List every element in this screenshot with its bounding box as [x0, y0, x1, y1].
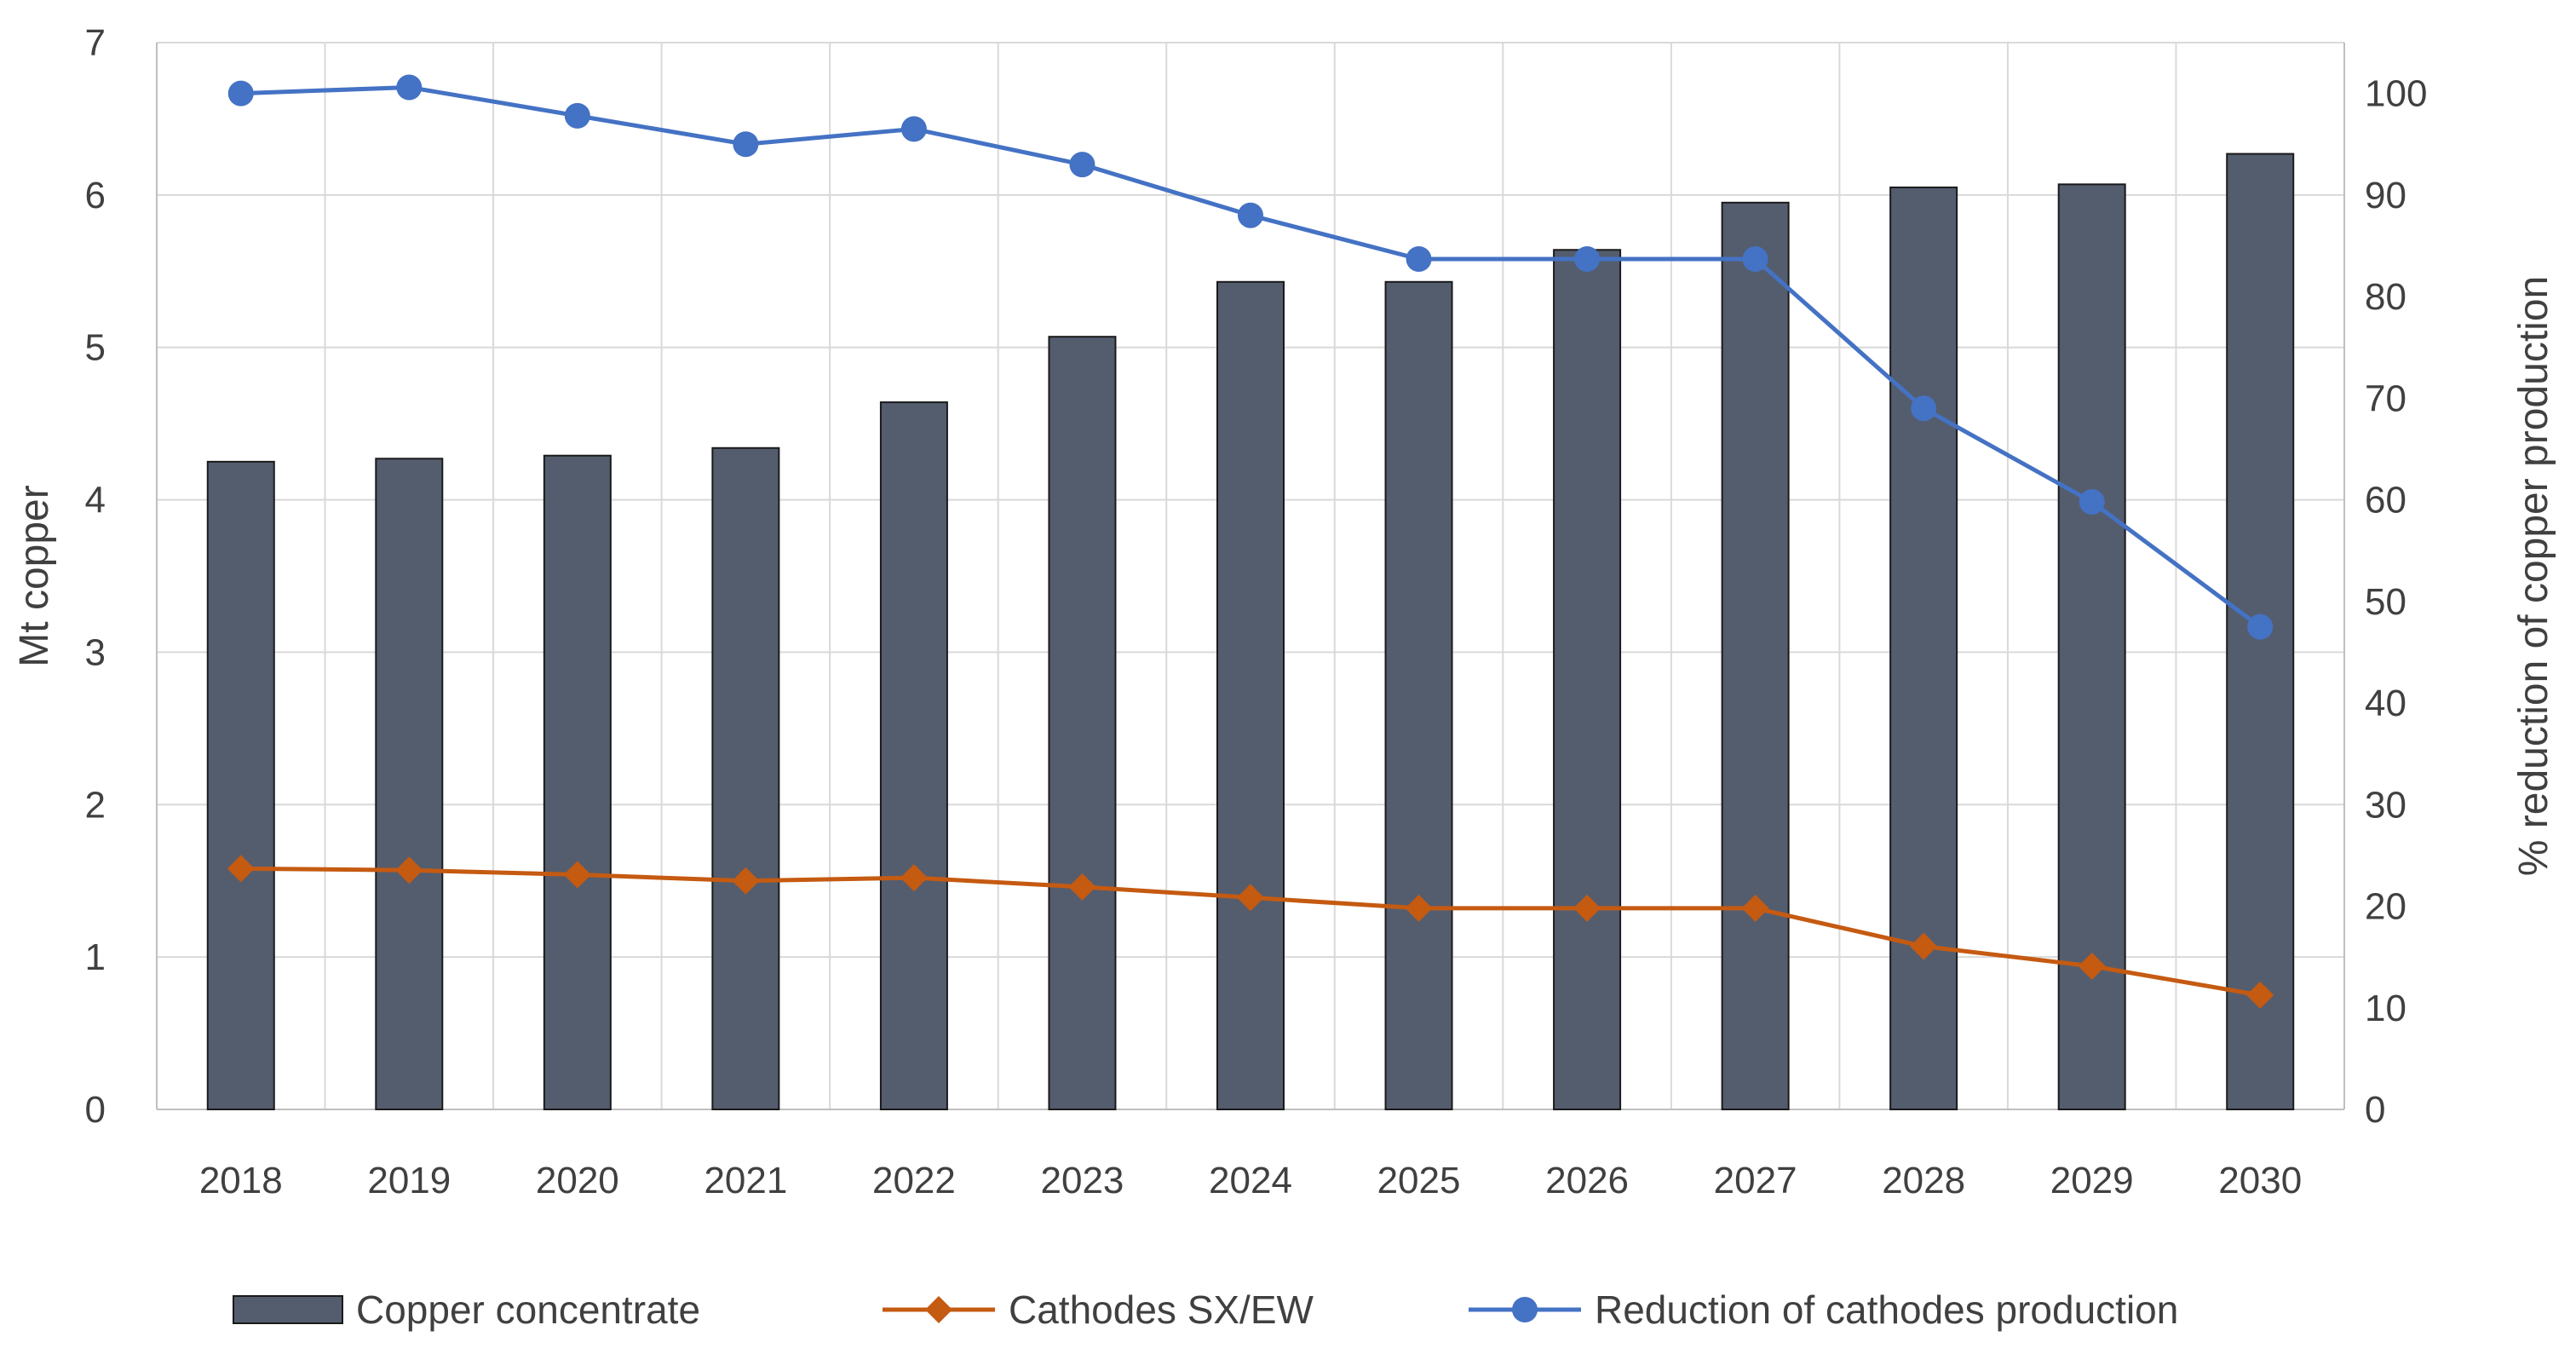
- point-reduction-cathodes: [2079, 488, 2105, 515]
- y-tick-label-left: 4: [85, 480, 106, 521]
- point-reduction-cathodes: [1574, 245, 1601, 272]
- point-reduction-cathodes: [1911, 395, 1937, 422]
- point-cathodes-sxew: [1910, 932, 1938, 960]
- legend-label-copper-concentrate: Copper concentrate: [356, 1288, 700, 1332]
- point-cathodes-sxew: [1405, 894, 1433, 922]
- legend-label-cathodes: Cathodes SX/EW: [1009, 1288, 1314, 1332]
- point-cathodes-sxew: [227, 855, 255, 883]
- y-tick-label-left: 2: [85, 784, 106, 826]
- point-reduction-cathodes: [1742, 245, 1768, 272]
- x-tick-label: 2022: [872, 1160, 956, 1201]
- point-reduction-cathodes: [564, 102, 590, 129]
- y-tick-label-right: 100: [2365, 73, 2427, 115]
- y-tick-label-left: 0: [85, 1089, 106, 1131]
- x-tick-label: 2026: [1545, 1160, 1629, 1201]
- y-tick-label-left: 3: [85, 631, 106, 673]
- point-cathodes-sxew: [1237, 884, 1264, 912]
- x-tick-label: 2025: [1377, 1160, 1461, 1201]
- y-tick-label-right: 70: [2365, 377, 2406, 419]
- y-tick-label-right: 80: [2365, 276, 2406, 318]
- point-cathodes-sxew: [2078, 952, 2106, 980]
- point-cathodes-sxew: [2246, 981, 2274, 1009]
- point-cathodes-sxew: [1741, 894, 1769, 922]
- bar-copper-concentrate: [1216, 280, 1285, 1110]
- legend-label-reduction: Reduction of cathodes production: [1595, 1288, 2178, 1332]
- bar-copper-concentrate: [1384, 280, 1453, 1110]
- point-reduction-cathodes: [1069, 152, 1095, 178]
- bar-copper-concentrate: [543, 454, 612, 1110]
- bar-copper-concentrate: [879, 401, 948, 1110]
- point-reduction-cathodes: [900, 116, 927, 142]
- y-tick-label-right: 90: [2365, 175, 2406, 216]
- point-cathodes-sxew: [1573, 894, 1601, 922]
- point-reduction-cathodes: [2247, 614, 2274, 640]
- y-tick-label-right: 40: [2365, 683, 2406, 724]
- y-tick-label-left: 7: [85, 22, 106, 64]
- bar-copper-concentrate: [711, 446, 780, 1110]
- y-tick-label-right: 20: [2365, 886, 2406, 928]
- y-tick-label-right: 60: [2365, 480, 2406, 521]
- bar-copper-concentrate: [1721, 201, 1790, 1110]
- y-tick-label-right: 30: [2365, 784, 2406, 826]
- point-cathodes-sxew: [395, 856, 423, 884]
- legend-marker-cathodes: [925, 1296, 952, 1323]
- x-tick-label: 2028: [1882, 1160, 1965, 1201]
- point-reduction-cathodes: [396, 74, 423, 101]
- point-cathodes-sxew: [900, 864, 928, 892]
- y-tick-label-left: 6: [85, 175, 106, 216]
- y-tick-label-right: 10: [2365, 988, 2406, 1029]
- y-tick-label-left: 5: [85, 327, 106, 369]
- x-tick-label: 2018: [199, 1160, 283, 1201]
- bar-copper-concentrate: [375, 458, 444, 1110]
- point-cathodes-sxew: [563, 861, 591, 889]
- x-tick-label: 2030: [2218, 1160, 2302, 1201]
- point-cathodes-sxew: [1068, 873, 1096, 901]
- bar-copper-concentrate: [1889, 186, 1958, 1110]
- point-reduction-cathodes: [227, 80, 254, 107]
- bar-copper-concentrate: [206, 460, 275, 1110]
- bar-copper-concentrate: [1553, 249, 1622, 1110]
- y-axis-title-right: % reduction of copper production: [2511, 276, 2556, 876]
- bar-copper-concentrate: [1048, 336, 1117, 1110]
- point-cathodes-sxew: [732, 867, 760, 895]
- x-tick-label: 2029: [2050, 1160, 2134, 1201]
- x-tick-label: 2023: [1041, 1160, 1124, 1201]
- legend-marker-reduction: [1512, 1297, 1538, 1322]
- y-tick-label-left: 1: [85, 936, 106, 978]
- point-reduction-cathodes: [1406, 245, 1432, 272]
- x-tick-label: 2021: [704, 1160, 787, 1201]
- y-axis-title-left: Mt copper: [12, 485, 57, 666]
- y-tick-label-right: 50: [2365, 581, 2406, 623]
- point-reduction-cathodes: [733, 131, 759, 158]
- legend-swatch-copper-concentrate: [233, 1295, 343, 1324]
- y-tick-label-right: 0: [2365, 1089, 2385, 1131]
- x-tick-label: 2027: [1714, 1160, 1797, 1201]
- x-tick-label: 2024: [1209, 1160, 1292, 1201]
- point-reduction-cathodes: [1238, 202, 1263, 228]
- x-tick-label: 2019: [367, 1160, 451, 1201]
- x-tick-label: 2020: [536, 1160, 619, 1201]
